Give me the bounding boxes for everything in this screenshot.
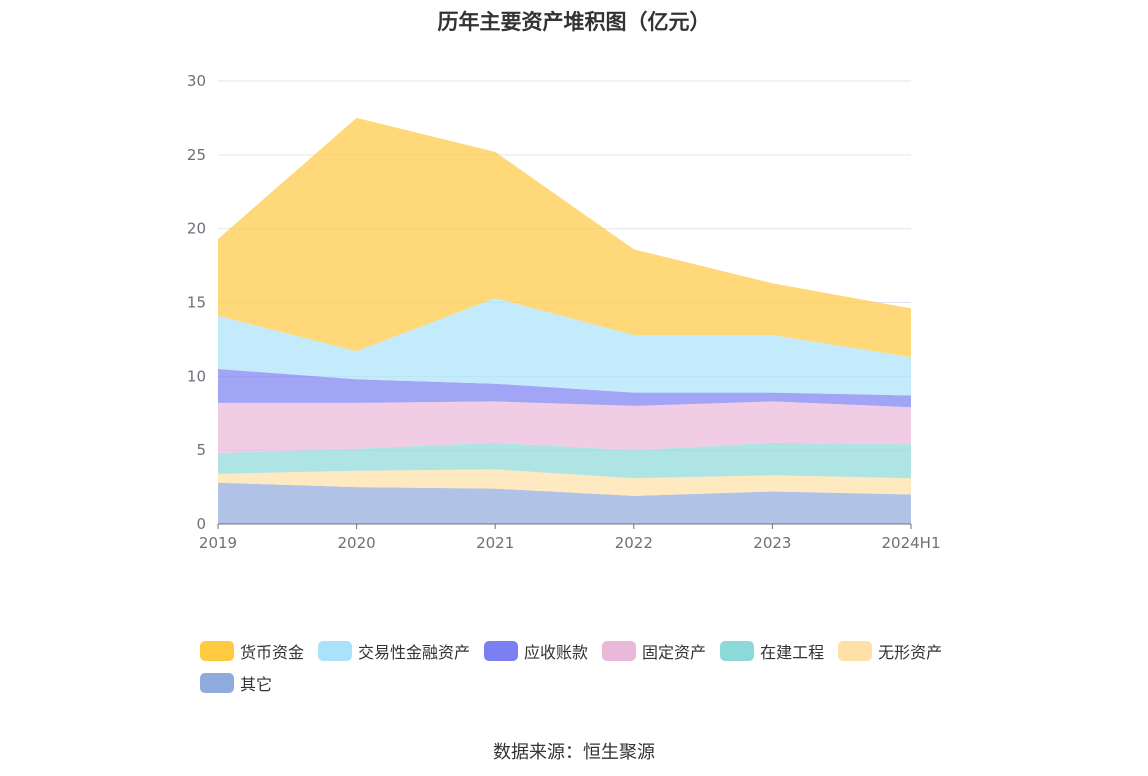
y-tick-label: 30 — [187, 72, 206, 90]
axes: 0 5 10 15 20 25 30 2019 2020 2021 2022 2023 2024H1 — [187, 72, 941, 552]
y-tick-label: 25 — [187, 146, 206, 164]
x-tick-label: 2024H1 — [882, 534, 941, 552]
legend-label: 交易性金融资产 — [358, 643, 471, 662]
x-tick-label: 2022 — [615, 534, 653, 552]
y-tick-label: 20 — [187, 220, 206, 238]
y-tick-label: 0 — [196, 515, 206, 533]
x-tick-label: 2023 — [753, 534, 791, 552]
area-series-应收账款 — [218, 369, 911, 408]
chart-legend: 货币资金 交易性金融资产 应收账款 固定资产 在建工程 无形资产其它 — [200, 640, 980, 704]
legend-item[interactable]: 固定资产 — [602, 640, 706, 662]
legend-label: 应收账款 — [524, 643, 589, 662]
x-tick-label: 2021 — [476, 534, 514, 552]
legend-item[interactable]: 无形资产 — [838, 640, 942, 662]
legend-label: 货币资金 — [240, 643, 305, 662]
x-tick-label: 2020 — [338, 534, 376, 552]
legend-item[interactable]: 交易性金融资产 — [318, 640, 470, 662]
legend-label: 在建工程 — [760, 643, 825, 662]
legend-swatch — [602, 641, 637, 661]
legend-label: 无形资产 — [878, 643, 943, 662]
legend-swatch — [318, 641, 353, 661]
y-tick-label: 5 — [196, 441, 206, 459]
data-source-note: 数据来源：恒生聚源 — [493, 742, 655, 763]
area-series-固定资产 — [218, 401, 911, 454]
x-tick-label: 2019 — [199, 534, 237, 552]
legend-item[interactable]: 应收账款 — [484, 640, 588, 662]
legend-swatch — [484, 641, 519, 661]
legend-swatch — [720, 641, 755, 661]
legend-label: 固定资产 — [642, 643, 707, 662]
legend-swatch — [200, 641, 234, 661]
legend-swatch — [200, 673, 234, 693]
area-series-无形资产 — [218, 469, 911, 496]
area-series-货币资金 — [218, 117, 911, 358]
y-tick-label: 15 — [187, 294, 206, 312]
area-series-其它 — [218, 482, 911, 524]
chart-title: 历年主要资产堆积图（亿元） — [437, 10, 711, 34]
area-series-在建工程 — [218, 442, 911, 479]
y-tick-label: 10 — [187, 367, 206, 385]
area-series — [218, 117, 911, 524]
area-series-交易性金融资产 — [218, 298, 911, 396]
legend-item[interactable]: 其它 — [200, 672, 272, 694]
legend-label: 其它 — [240, 675, 273, 694]
legend-item[interactable]: 货币资金 — [200, 640, 304, 662]
legend-item[interactable]: 在建工程 — [720, 640, 824, 662]
legend-swatch — [838, 641, 873, 661]
